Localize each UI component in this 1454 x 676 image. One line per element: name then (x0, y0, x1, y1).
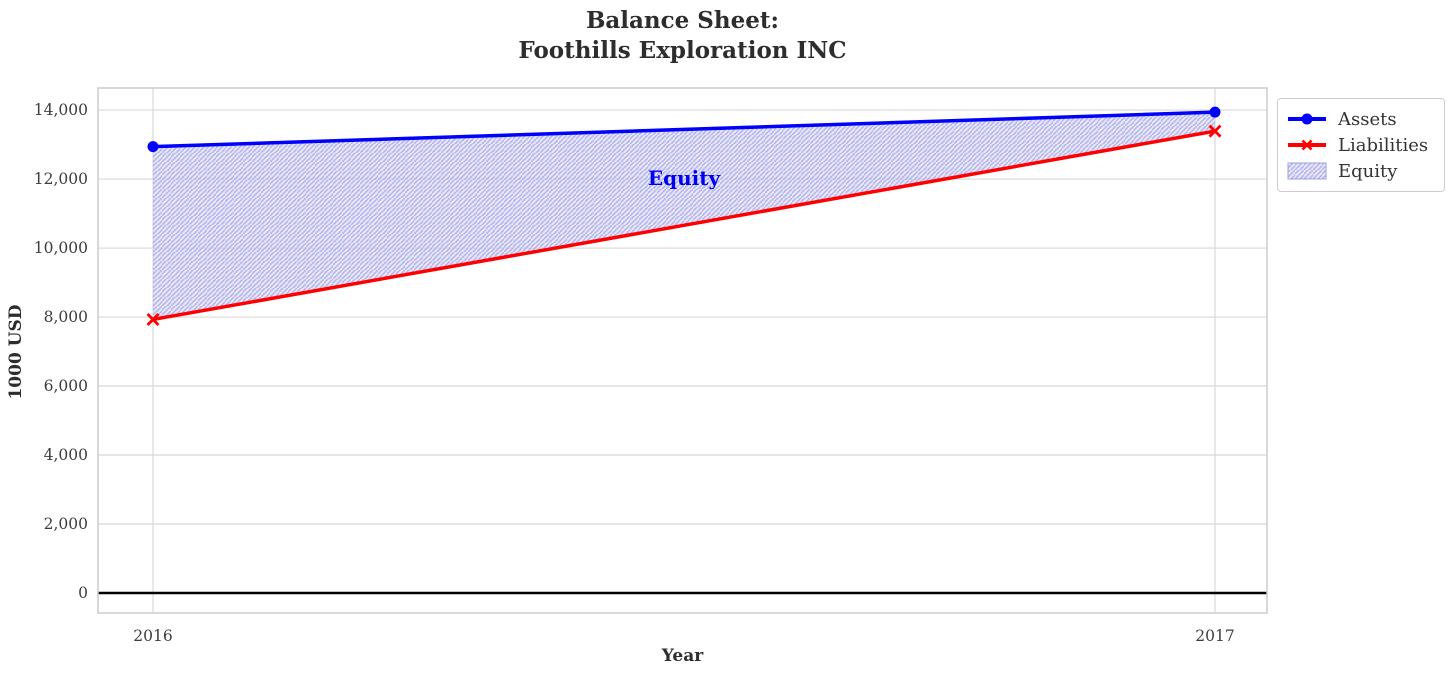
assets-marker (1209, 106, 1221, 118)
y-tick-label: 0 (78, 584, 88, 602)
y-tick-label: 10,000 (34, 239, 88, 257)
legend-label-assets: Assets (1338, 108, 1397, 130)
x-tick-label: 2017 (1195, 627, 1234, 645)
y-tick-label: 4,000 (44, 446, 88, 464)
chart-title-line1: Balance Sheet: (585, 7, 780, 34)
equity-band-annotation: Equity (647, 166, 721, 190)
equity-patch-swatch (1287, 162, 1327, 180)
legend-label-liabilities: Liabilities (1338, 134, 1429, 156)
legend-row-equity: Equity (1286, 158, 1434, 184)
y-axis-label: 1000 USD (6, 304, 26, 400)
liabilities-line (152, 129, 1216, 322)
legend-row-assets: Assets (1286, 106, 1434, 132)
plot-border (97, 87, 1268, 614)
x-axis-label: Year (661, 646, 704, 666)
liabilities-marker (146, 312, 160, 326)
assets-marker (147, 141, 159, 153)
legend-label-equity: Equity (1338, 160, 1398, 182)
y-tick-label: 12,000 (34, 170, 88, 188)
equity-band (153, 112, 1215, 320)
legend: Assets Liabilities Equity (1277, 98, 1445, 192)
assets-line (152, 110, 1216, 149)
legend-row-liabilities: Liabilities (1286, 132, 1434, 158)
y-tick-label: 8,000 (44, 308, 88, 326)
assets-line-swatch (1288, 113, 1326, 125)
chart-title-line2: Foothills Exploration INC (518, 37, 847, 64)
y-tick-label: 2,000 (44, 515, 88, 533)
y-tick-label: 6,000 (44, 377, 88, 395)
chart-title: Balance Sheet: Foothills Exploration INC (98, 6, 1267, 66)
liabilities-line-swatch (1288, 139, 1326, 151)
y-tick-label: 14,000 (34, 101, 88, 119)
liabilities-marker (1208, 124, 1222, 138)
x-tick-label: 2016 (133, 627, 172, 645)
